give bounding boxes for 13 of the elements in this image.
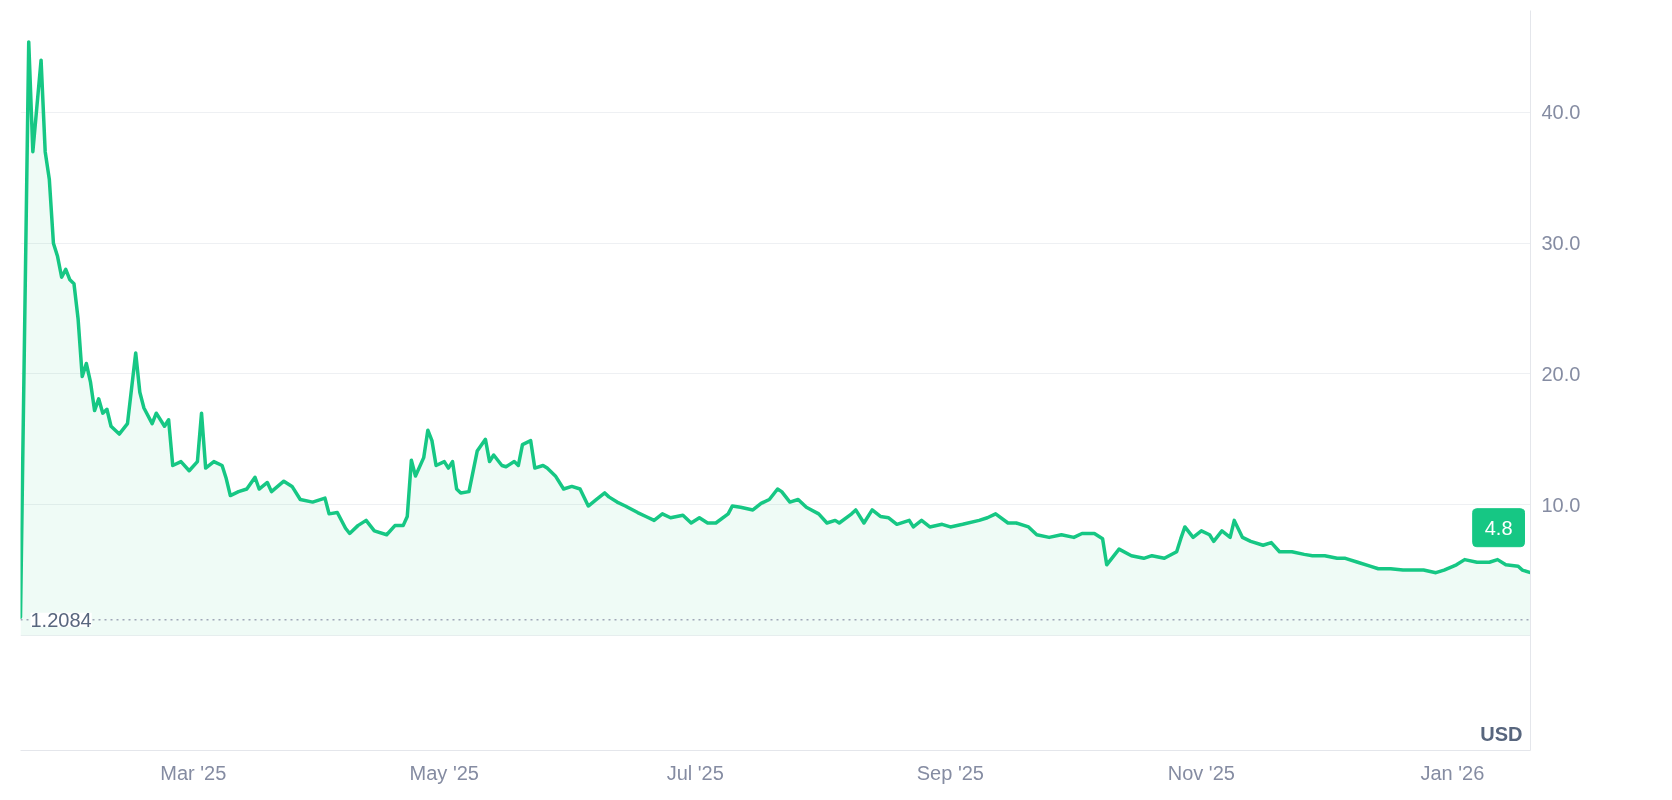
x-tick-label: Mar '25 [160, 761, 227, 784]
x-tick-label: Sep '25 [916, 761, 984, 784]
x-tick-label: May '25 [409, 761, 479, 784]
y-tick-label: 10.0 [1541, 493, 1581, 516]
annotation: USD [1480, 722, 1523, 745]
x-tick-label: Jul '25 [666, 761, 724, 784]
x-tick-label: Nov '25 [1167, 761, 1235, 784]
y-tick-label: 20.0 [1541, 362, 1581, 385]
annotation: 4.8 [1484, 516, 1513, 539]
y-tick-label: 40.0 [1541, 101, 1581, 124]
y-tick-label: 30.0 [1541, 232, 1581, 255]
ref-line-label: 1.2084 [30, 608, 92, 631]
x-tick-label: Jan '26 [1420, 761, 1485, 784]
